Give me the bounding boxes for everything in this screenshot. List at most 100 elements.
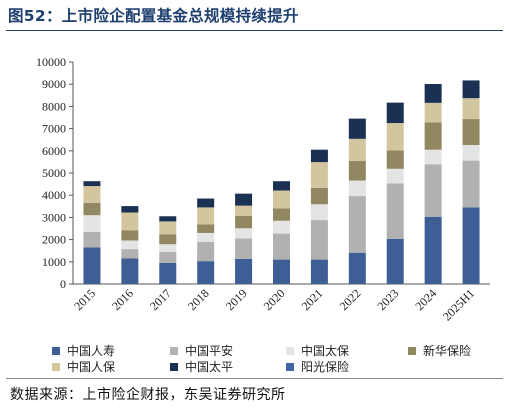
- bar-segment: [159, 216, 177, 222]
- bar-segment: [424, 102, 442, 123]
- bar-segment: [386, 102, 404, 124]
- bar-segment: [197, 198, 215, 208]
- bar-segment: [424, 122, 442, 150]
- bar-segment: [310, 149, 328, 163]
- legend-item: 阳光保险: [286, 358, 349, 375]
- bar-segment: [159, 262, 177, 284]
- source-divider: [6, 378, 503, 379]
- bar-segment: [235, 238, 253, 259]
- bar-segment: [121, 230, 139, 241]
- bar-segment: [159, 252, 177, 263]
- bar-segment: [235, 205, 253, 216]
- bar-segment: [83, 231, 101, 248]
- legend-label: 新华保险: [423, 344, 472, 358]
- bar-segment: [348, 252, 366, 284]
- chart-legend: 中国人寿 中国平安 中国太保 新华保险中国人保 中国太平 阳光保险: [0, 334, 509, 374]
- x-tick-label: 2023: [374, 286, 401, 313]
- legend-item: 中国平安: [170, 342, 233, 359]
- bar-segment: [83, 186, 101, 203]
- stacked-bar-chart: 0 1000 2000 3000 4000 5000 6000 7000 8000 9000 100…: [36, 55, 490, 323]
- legend-label: 中国太保: [301, 344, 350, 358]
- legend-item: 中国人保: [52, 358, 115, 375]
- bar-segment: [273, 181, 290, 191]
- y-tick-label: 6000: [42, 144, 66, 158]
- legend-item: 中国人寿: [52, 342, 115, 359]
- bar-segment: [386, 150, 404, 169]
- bar-segment: [348, 180, 366, 197]
- bar-segment: [197, 241, 215, 262]
- legend-swatch: [52, 362, 60, 371]
- chart-bars: [83, 80, 480, 284]
- figure-title: 图52：上市险企配置基金总规模持续提升: [8, 7, 299, 25]
- bar-segment: [121, 240, 139, 250]
- x-tick-label: 2024: [412, 286, 439, 313]
- bar-segment: [197, 207, 215, 225]
- bar-segment: [424, 149, 442, 165]
- y-tick-label: 5000: [42, 166, 66, 180]
- bar-segment: [83, 215, 101, 232]
- bar-segment: [462, 145, 480, 161]
- legend-label: 中国人寿: [67, 344, 116, 358]
- legend-swatch: [286, 346, 294, 355]
- bar-segment: [386, 168, 404, 184]
- bar-segment: [273, 208, 290, 221]
- y-tick-label: 3000: [42, 210, 66, 224]
- y-axis: 0 1000 2000 3000 4000 5000 6000 7000 8000 9000 100…: [36, 55, 74, 291]
- y-tick-label: 1000: [42, 255, 66, 269]
- source-note: 数据来源：上市险企财报，东吴证券研究所: [10, 387, 286, 403]
- y-tick-label: 10000: [36, 55, 66, 69]
- bar-segment: [83, 181, 101, 187]
- bar-segment: [348, 196, 366, 253]
- bar-segment: [273, 259, 290, 284]
- bar-segment: [197, 224, 215, 233]
- bar-segment: [197, 261, 215, 284]
- bar-segment: [159, 221, 177, 235]
- y-tick-label: 2000: [42, 233, 66, 247]
- x-tick-label: 2022: [337, 286, 364, 313]
- bar-segment: [462, 160, 480, 208]
- bar-segment: [348, 138, 366, 161]
- bar-segment: [462, 119, 480, 146]
- legend-item: 新华保险: [408, 342, 471, 359]
- bar-segment: [386, 183, 404, 239]
- x-tick-label: 2016: [109, 286, 136, 313]
- x-axis: 2015 2016 2017 2018 2019 2020 2021 2022 2023 2024…: [71, 283, 490, 323]
- y-tick-label: 4000: [42, 188, 66, 202]
- y-tick-label: 0: [60, 277, 66, 291]
- x-tick-label: 2018: [185, 286, 212, 313]
- bar-segment: [121, 258, 139, 284]
- legend-label: 中国太平: [185, 360, 234, 374]
- x-tick-label: 2025H1: [440, 286, 477, 323]
- bar-segment: [121, 249, 139, 259]
- x-tick-label: 2017: [147, 286, 174, 313]
- x-tick-label: 2021: [299, 286, 326, 313]
- legend-item: 中国太平: [170, 358, 233, 375]
- title-divider: [6, 30, 503, 31]
- bar-segment: [235, 193, 253, 206]
- bar-segment: [159, 244, 177, 253]
- legend-swatch: [408, 346, 416, 355]
- bar-segment: [462, 80, 480, 99]
- bar-segment: [386, 123, 404, 151]
- bar-segment: [348, 160, 366, 181]
- bar-segment: [462, 207, 480, 284]
- bar-segment: [310, 204, 328, 221]
- legend-label: 中国平安: [185, 344, 234, 358]
- bar-segment: [310, 162, 328, 188]
- y-tick-label: 7000: [42, 122, 66, 136]
- bar-segment: [462, 98, 480, 120]
- bar-segment: [424, 216, 442, 284]
- bar-segment: [121, 206, 139, 213]
- y-tick-label: 9000: [42, 77, 66, 91]
- bar-segment: [235, 215, 253, 229]
- bar-segment: [197, 232, 215, 242]
- bar-segment: [310, 187, 328, 205]
- bar-segment: [273, 233, 290, 260]
- bar-segment: [348, 118, 366, 139]
- legend-swatch: [170, 346, 178, 355]
- x-tick-label: 2019: [223, 286, 250, 313]
- legend-swatch: [52, 346, 60, 355]
- bar-segment: [121, 212, 139, 231]
- x-tick-label: 2020: [261, 286, 288, 313]
- legend-label: 中国人保: [67, 360, 116, 374]
